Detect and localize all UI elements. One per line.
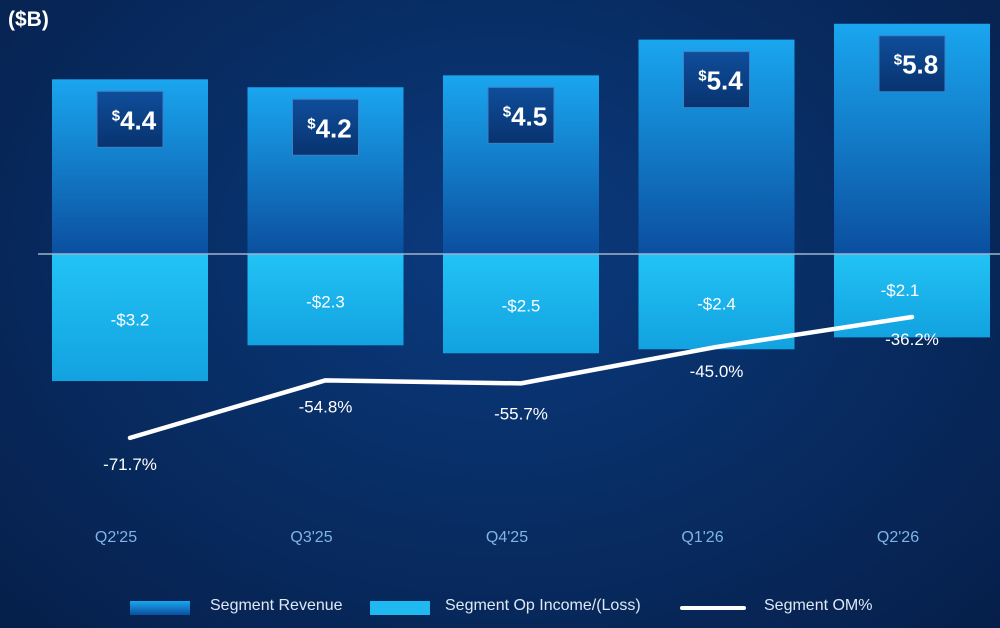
- op-income-bar: [52, 254, 208, 382]
- legend-swatch-op-income: [370, 601, 430, 615]
- revenue-value-box: [683, 51, 750, 109]
- revenue-value-label: $5.4: [698, 66, 743, 96]
- op-income-bar: [638, 254, 795, 350]
- x-tick-label: Q2'26: [877, 529, 919, 546]
- x-tick-label: Q3'25: [290, 529, 332, 546]
- op-income-label: -$2.5: [502, 297, 541, 316]
- unit-label: ($B): [8, 8, 49, 31]
- revenue-value-box: [292, 98, 359, 156]
- legend-label-revenue: Segment Revenue: [210, 597, 343, 614]
- revenue-value-label: $4.2: [307, 113, 352, 143]
- x-tick-label: Q4'25: [486, 529, 528, 546]
- om-label: -71.7%: [103, 455, 157, 474]
- op-income-label: -$3.2: [111, 311, 150, 330]
- legend-swatch-revenue: [130, 601, 190, 615]
- op-income-label: -$2.4: [697, 295, 736, 314]
- revenue-value-label: $4.4: [112, 105, 157, 135]
- om-label: -55.7%: [494, 404, 548, 423]
- om-label: -36.2%: [885, 330, 939, 349]
- x-tick-label: Q2'25: [95, 529, 137, 546]
- op-income-bar: [443, 254, 599, 354]
- op-income-bar: [247, 254, 404, 346]
- op-income-label: -$2.1: [881, 281, 920, 300]
- om-line: [127, 314, 915, 441]
- x-tick-label: Q1'26: [681, 529, 723, 546]
- legend-swatch-om: [680, 606, 746, 610]
- revenue-value-box: [96, 90, 164, 148]
- revenue-value-label: $4.5: [503, 101, 548, 131]
- op-income-label: -$2.3: [306, 293, 345, 312]
- revenue-value-box: [487, 86, 555, 144]
- legend-label-om: Segment OM%: [764, 597, 873, 614]
- revenue-value-box: [878, 35, 946, 93]
- om-label: -54.8%: [299, 397, 353, 416]
- revenue-value-label: $5.8: [894, 50, 939, 80]
- chart-legend: Segment Revenue Segment Op Income/(Loss)…: [0, 593, 1000, 623]
- om-label: -45.0%: [690, 362, 744, 381]
- legend-label-op-income: Segment Op Income/(Loss): [445, 597, 641, 614]
